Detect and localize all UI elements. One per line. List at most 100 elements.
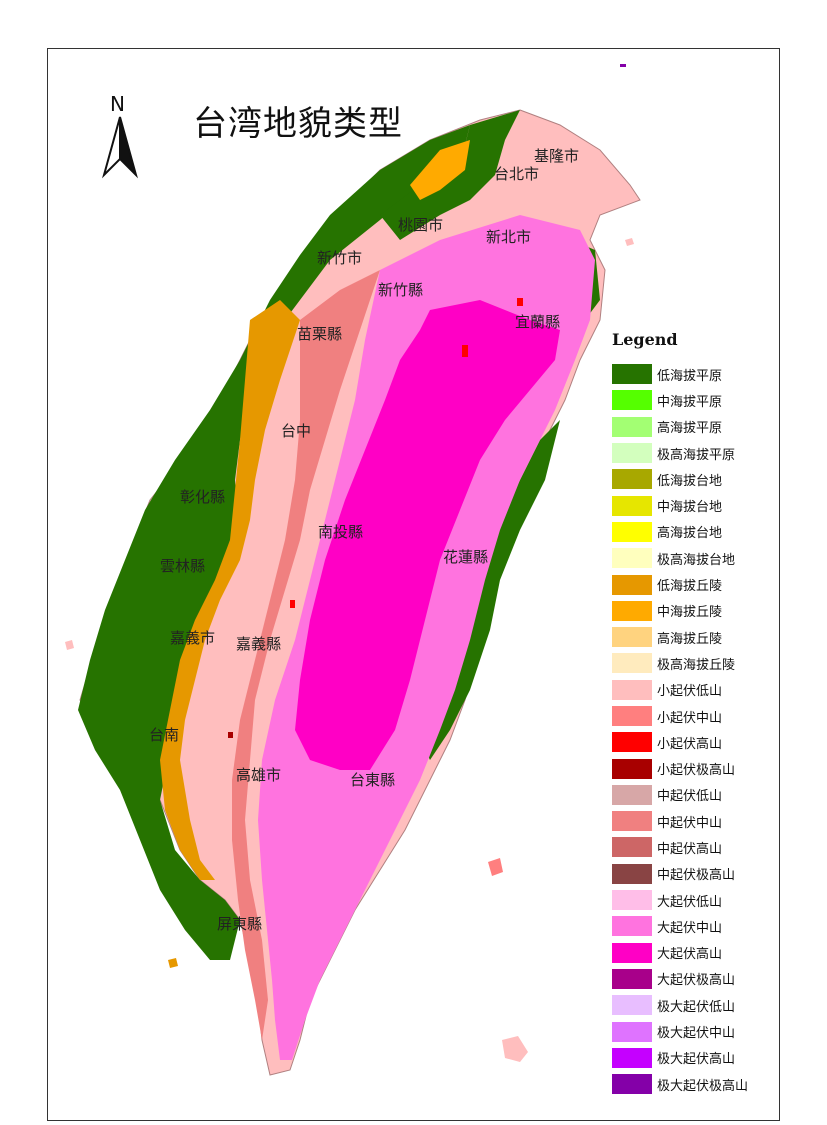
legend-item: 低海拔台地 <box>612 466 772 492</box>
legend: Legend 低海拔平原 中海拔平原 高海拔平原 极高海拔平原 低海拔台地 中海拔台地 高海… <box>612 330 772 1097</box>
western-hills <box>160 300 300 880</box>
islet-lvdao <box>488 858 503 876</box>
legend-item: 低海拔丘陵 <box>612 571 772 597</box>
city-label-xinzhu-xian: 新竹縣 <box>378 281 424 299</box>
city-label-pingdong: 屏東縣 <box>217 915 263 933</box>
legend-swatch <box>612 1021 652 1042</box>
city-label-taizhong: 台中 <box>281 422 312 440</box>
legend-label: 小起伏低山 <box>657 684 723 700</box>
legend-swatch <box>612 968 652 989</box>
legend-item: 大起伏极高山 <box>612 966 772 992</box>
legend-label: 大起伏低山 <box>657 894 723 910</box>
city-label-yilan: 宜蘭縣 <box>515 313 561 331</box>
legend-swatch <box>612 416 652 437</box>
legend-label: 高海拔丘陵 <box>657 631 723 647</box>
red-patch <box>228 732 233 738</box>
city-label-zhanghua: 彰化縣 <box>180 488 226 506</box>
large-relief-high <box>295 300 560 770</box>
legend-item: 中起伏极高山 <box>612 861 772 887</box>
islet-guishan <box>625 238 634 246</box>
red-patch <box>290 600 295 608</box>
legend-label: 低海拔台地 <box>657 473 723 489</box>
legend-swatch <box>612 706 652 726</box>
legend-item: 极高海拔平原 <box>612 440 772 466</box>
legend-swatch <box>612 942 652 963</box>
city-label-jilong: 基隆市 <box>534 147 580 165</box>
legend-item: 中起伏低山 <box>612 782 772 808</box>
legend-item: 低海拔平原 <box>612 361 772 387</box>
legend-label: 中起伏高山 <box>657 841 723 857</box>
legend-item: 极大起伏极高山 <box>612 1071 772 1097</box>
legend-swatch <box>612 1074 652 1095</box>
legend-item: 极高海拔台地 <box>612 545 772 571</box>
north-hills <box>410 140 470 200</box>
legend-swatch <box>612 627 652 648</box>
medium-relief <box>232 270 380 1040</box>
legend-swatch <box>612 863 652 884</box>
legend-label: 极大起伏低山 <box>657 999 736 1015</box>
legend-item: 极高海拔丘陵 <box>612 650 772 676</box>
legend-label: 低海拔平原 <box>657 368 723 384</box>
legend-swatch <box>612 600 652 621</box>
legend-swatch <box>612 811 652 832</box>
legend-swatch <box>612 784 652 805</box>
islet-xiaoliuqiu <box>168 958 178 968</box>
legend-swatch <box>612 837 652 858</box>
legend-label: 极大起伏高山 <box>657 1052 736 1068</box>
legend-label: 中起伏极高山 <box>657 868 736 884</box>
legend-swatch <box>612 653 652 674</box>
legend-item: 小起伏中山 <box>612 703 772 729</box>
legend-swatch <box>612 1047 652 1068</box>
legend-item: 中海拔丘陵 <box>612 598 772 624</box>
large-relief-medium <box>258 215 595 1060</box>
legend-swatch <box>612 916 652 937</box>
city-label-tainan: 台南 <box>149 726 180 744</box>
legend-swatch <box>612 521 652 542</box>
legend-label: 大起伏中山 <box>657 920 723 936</box>
legend-swatch <box>612 364 652 385</box>
legend-item: 中起伏中山 <box>612 808 772 834</box>
legend-swatch <box>612 890 652 911</box>
legend-swatch <box>612 443 652 464</box>
legend-item: 中海拔台地 <box>612 492 772 518</box>
north-arrow-icon <box>102 116 138 179</box>
legend-item: 大起伏高山 <box>612 940 772 966</box>
islet-penghu <box>65 640 74 650</box>
city-label-taibei: 台北市 <box>494 165 540 183</box>
legend-label: 极高海拔台地 <box>657 552 736 568</box>
red-patch <box>517 298 523 306</box>
legend-label: 极高海拔丘陵 <box>657 657 736 673</box>
legend-items: 低海拔平原中海拔平原高海拔平原 极高海拔平原低海拔台地中海拔台地 高海拔台地极高海拔… <box>612 361 772 1097</box>
city-label-xinzhu-shi: 新竹市 <box>317 249 363 267</box>
legend-swatch <box>612 390 652 411</box>
legend-swatch <box>612 679 652 700</box>
north-arrow-label: N <box>110 92 125 116</box>
city-label-nantou: 南投縣 <box>318 523 364 541</box>
legend-swatch <box>612 995 652 1016</box>
legend-title: Legend <box>612 330 678 349</box>
red-patch <box>462 345 468 357</box>
legend-label: 中海拔平原 <box>657 394 723 410</box>
legend-item: 中海拔平原 <box>612 387 772 413</box>
legend-item: 高海拔平原 <box>612 414 772 440</box>
legend-label: 小起伏极高山 <box>657 763 736 779</box>
legend-label: 极大起伏极高山 <box>657 1078 749 1094</box>
city-label-gaoxiong: 高雄市 <box>236 766 282 784</box>
legend-item: 中起伏高山 <box>612 834 772 860</box>
legend-swatch <box>612 732 652 753</box>
legend-label: 极大起伏中山 <box>657 1026 736 1042</box>
legend-label: 低海拔丘陵 <box>657 579 723 595</box>
legend-label: 大起伏极高山 <box>657 973 736 989</box>
legend-item: 极大起伏低山 <box>612 992 772 1018</box>
legend-label: 中起伏中山 <box>657 815 723 831</box>
city-label-taoyuan: 桃園市 <box>398 216 444 234</box>
legend-swatch <box>612 548 652 569</box>
islet-lanyu <box>502 1036 528 1062</box>
legend-swatch <box>612 758 652 779</box>
legend-label: 小起伏高山 <box>657 736 723 752</box>
legend-item: 高海拔台地 <box>612 519 772 545</box>
legend-label: 中海拔丘陵 <box>657 605 723 621</box>
legend-label: 小起伏中山 <box>657 710 723 726</box>
legend-item: 大起伏中山 <box>612 913 772 939</box>
